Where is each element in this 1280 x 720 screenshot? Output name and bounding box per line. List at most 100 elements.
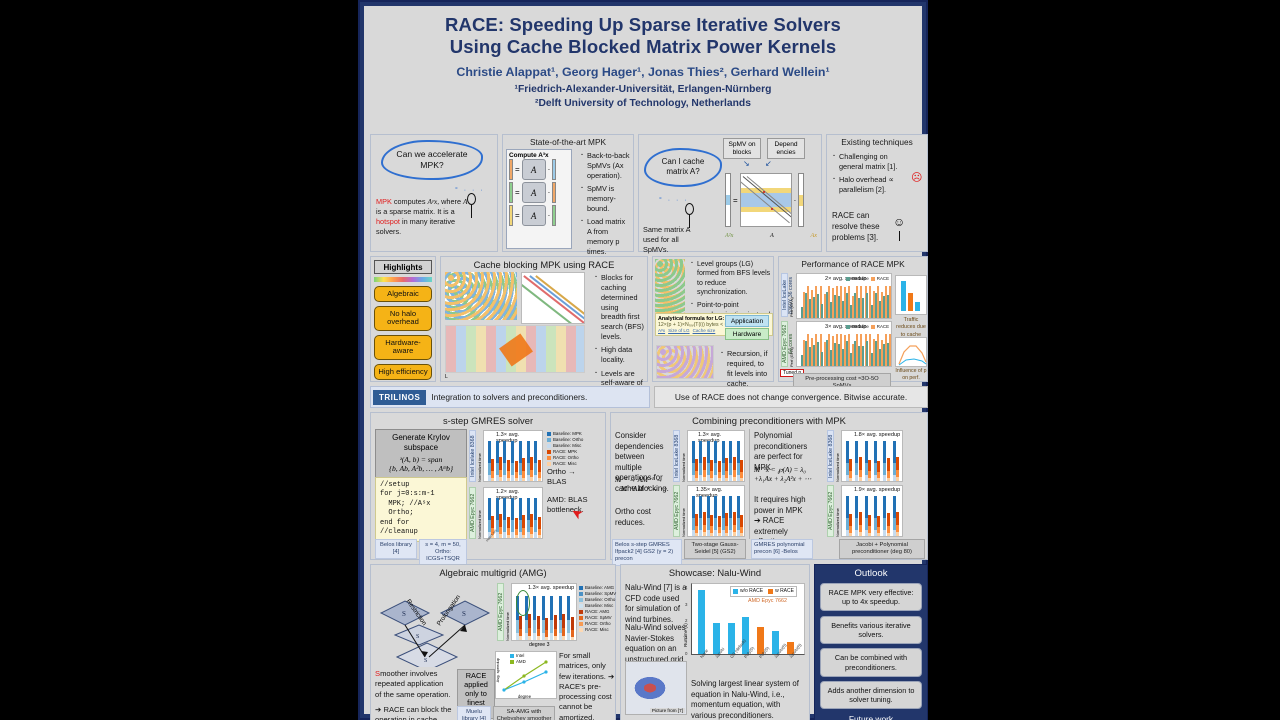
bar-segment: [553, 628, 557, 637]
bar-stack: [558, 596, 562, 640]
bar-stack: [721, 441, 725, 481]
bar-segment: [725, 525, 729, 533]
bar-segment: [511, 498, 515, 520]
bar-stack: [518, 441, 522, 481]
existing-bullet: Halo overhead ∝ parallelism [2].: [833, 174, 905, 195]
bar-segment: [536, 636, 540, 640]
bar-segment: [868, 471, 872, 478]
perf-bars-top: [797, 274, 892, 318]
bar-stack: [695, 459, 699, 481]
bar: [846, 340, 848, 366]
bar-segment: [506, 534, 510, 538]
amg-legend: Baseline: AMG Baseline: SpMV Baseline: O…: [579, 585, 616, 633]
bar-segment: [529, 527, 533, 535]
bar-stack: [514, 460, 518, 481]
svg-text:S: S: [424, 658, 427, 664]
bar-stack: [695, 514, 699, 536]
panel-preconditioners: Combining preconditioners with MPK Consi…: [610, 412, 928, 567]
bar: [872, 291, 875, 318]
bar-segment: [849, 526, 853, 533]
legend-baseline: Baseline: [851, 276, 869, 281]
bar: [872, 339, 875, 366]
amg-xlabel: degree 3: [529, 642, 550, 648]
chart-gmres-intel: 1.3× avg. speedup: [483, 430, 543, 482]
cache-caption: Same matrix A used for all SpMVs.: [643, 225, 691, 254]
bar-segment: [855, 441, 859, 463]
panel-existing-techniques: Existing techniques Challenging on gener…: [826, 134, 928, 252]
chart-gmres-amd: 1.2× avg. speedup: [483, 487, 543, 539]
bar-segment: [570, 617, 574, 630]
bar-segment: [896, 512, 900, 526]
bar: [809, 299, 812, 318]
legend-item: Baseline: MPK: [553, 431, 582, 436]
mpk-keyword: MPK: [376, 197, 392, 206]
bar-segment: [883, 530, 887, 536]
bar-segment: [699, 518, 703, 530]
bar-stack: [710, 514, 714, 536]
bar-segment: [732, 457, 736, 471]
bar-segment: [495, 498, 499, 520]
bar-segment: [883, 496, 887, 518]
bar: [860, 334, 863, 366]
bar: [870, 353, 873, 366]
bar-stack: [868, 459, 872, 481]
outlook-card-effective: RACE MPK very effective: up to 4x speedu…: [820, 583, 922, 612]
bar-segment: [537, 528, 541, 535]
bar-segment: [892, 475, 896, 481]
bar-segment: [495, 441, 499, 463]
bar-segment: [714, 496, 718, 518]
bar-segment: [550, 596, 554, 621]
precon-vlabel-intel-2: Intel IceLake 8368: [827, 430, 834, 482]
power-curve: [898, 345, 927, 366]
bar-segment: [506, 477, 510, 481]
bar-segment: [883, 475, 887, 481]
precon-speedup-4: 1.9× avg. speedup: [854, 487, 901, 493]
bar: [803, 292, 806, 318]
bar-stack: [710, 459, 714, 481]
bar-stack: [702, 457, 706, 481]
bar-segment: [495, 532, 499, 538]
bar-segment: [725, 513, 729, 526]
bar-stack: [706, 496, 710, 536]
bar: [825, 292, 828, 318]
bar-segment: [692, 496, 695, 518]
bar-segment: [721, 463, 725, 475]
bar-stack: [699, 441, 703, 481]
bar-segment: [518, 520, 522, 532]
y-tick: 1: [685, 634, 688, 640]
precon-bars-4: [842, 486, 902, 536]
poster-header: RACE: Speeding Up Sparse Iterative Solve…: [364, 6, 922, 118]
krylov-header: Generate Krylov subspace ᵊ(A, b) = span …: [375, 429, 467, 478]
amg-foot-method: SA-AMG with Chebyshev smoother: [493, 706, 555, 720]
bar-stack: [892, 496, 896, 536]
amg-inset-legend: Intel AMD: [510, 653, 526, 665]
bar-segment: [892, 463, 896, 475]
bar-stack: [858, 457, 862, 481]
bar-segment: [717, 526, 721, 533]
cb-bullet: Blocks for caching determined using brea…: [595, 272, 645, 342]
legend-item: Baseline: Misc: [585, 602, 614, 608]
bar-stack: [692, 441, 695, 481]
legend-item: Baseline: AMG: [585, 585, 615, 590]
bar-segment: [725, 458, 729, 471]
bar-segment: [558, 596, 562, 621]
bar-segment: [717, 477, 721, 481]
bar-segment: [519, 629, 523, 637]
bar-segment: [846, 475, 849, 481]
bar-stack: [725, 513, 729, 536]
bar: [829, 302, 832, 318]
bar-segment: [729, 530, 733, 536]
bar: [811, 289, 814, 318]
bar-stack: [514, 517, 518, 538]
bar-segment: [534, 441, 538, 463]
bar-stack: [519, 615, 523, 640]
bar: [829, 350, 832, 366]
bar: [837, 295, 840, 318]
bar-segment: [488, 463, 491, 475]
bar-segment: [488, 475, 491, 481]
bar-segment: [714, 441, 718, 463]
bar: [885, 334, 888, 366]
precon-ylabel-3: Normalized time: [835, 453, 840, 482]
amg-inset-ylabel: Avg. speedup: [495, 658, 500, 683]
bar-stack: [729, 441, 733, 481]
